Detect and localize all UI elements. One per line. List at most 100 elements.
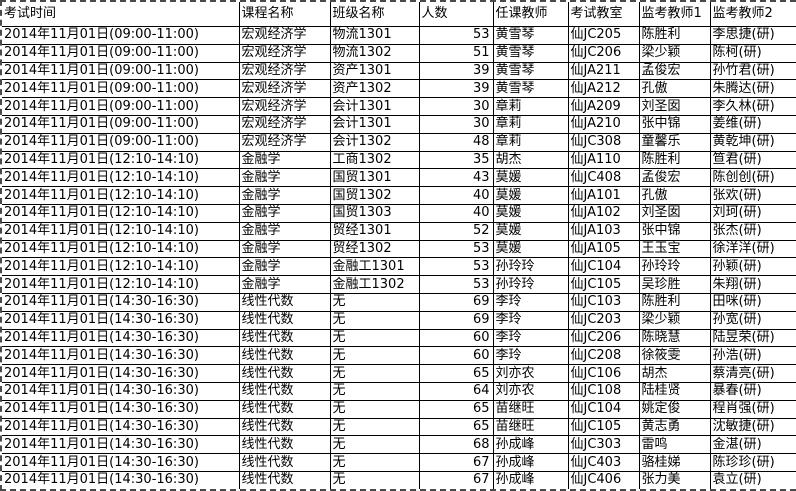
- cell-student-count[interactable]: 51: [418, 43, 494, 63]
- cell-course-teacher[interactable]: 章莉: [492, 97, 569, 116]
- cell-invigilator-1[interactable]: 陈胜利: [638, 150, 711, 170]
- cell-invigilator-2[interactable]: 袁立(研): [709, 470, 796, 489]
- cell-course-name[interactable]: 线性代数: [238, 346, 331, 366]
- cell-course-teacher[interactable]: 孙成峰: [492, 453, 569, 472]
- cell-student-count[interactable]: 53: [418, 275, 494, 294]
- cell-course-name[interactable]: 金融学: [238, 257, 331, 277]
- cell-invigilator-2[interactable]: 孙颖(研): [709, 257, 796, 277]
- cell-course-name[interactable]: 宏观经济学: [238, 26, 331, 45]
- cell-course-teacher[interactable]: 李玲: [492, 310, 569, 330]
- cell-invigilator-1[interactable]: 张力美: [638, 470, 711, 489]
- cell-student-count[interactable]: 39: [418, 79, 494, 99]
- cell-invigilator-1[interactable]: 孔傲: [638, 79, 711, 99]
- cell-invigilator-2[interactable]: 孙竹君(研): [709, 61, 796, 81]
- cell-invigilator-1[interactable]: 王玉宝: [638, 239, 711, 259]
- cell-invigilator-2[interactable]: 沈敏捷(研): [709, 417, 796, 437]
- cell-invigilator-1[interactable]: 孙玲玲: [638, 257, 711, 277]
- cell-invigilator-2[interactable]: 田咪(研): [709, 292, 796, 312]
- cell-student-count[interactable]: 68: [418, 435, 494, 455]
- cell-class-name[interactable]: 无: [329, 470, 420, 489]
- cell-exam-time[interactable]: 2014年11月01日(12:10-14:10): [2, 275, 240, 294]
- cell-invigilator-1[interactable]: 胡杰: [638, 364, 711, 383]
- cell-exam-room[interactable]: 仙JC303: [567, 435, 640, 455]
- cell-exam-room[interactable]: 仙JC106: [567, 364, 640, 383]
- cell-student-count[interactable]: 35: [418, 150, 494, 170]
- cell-invigilator-2[interactable]: 黄乾坤(研): [709, 132, 796, 152]
- cell-class-name[interactable]: 国贸1301: [329, 168, 420, 188]
- cell-invigilator-2[interactable]: 陆昱荣(研): [709, 328, 796, 348]
- cell-student-count[interactable]: 53: [418, 26, 494, 45]
- cell-exam-room[interactable]: 仙JC206: [567, 328, 640, 348]
- cell-student-count[interactable]: 43: [418, 168, 494, 188]
- cell-course-name[interactable]: 线性代数: [238, 435, 331, 455]
- cell-invigilator-1[interactable]: 骆桂娣: [638, 453, 711, 472]
- cell-invigilator-1[interactable]: 梁少颖: [638, 310, 711, 330]
- cell-student-count[interactable]: 30: [418, 97, 494, 116]
- cell-class-name[interactable]: 无: [329, 328, 420, 348]
- cell-student-count[interactable]: 67: [418, 470, 494, 489]
- cell-student-count[interactable]: 40: [418, 186, 494, 205]
- cell-invigilator-2[interactable]: 暴春(研): [709, 381, 796, 401]
- cell-exam-room[interactable]: 仙JC408: [567, 168, 640, 188]
- cell-invigilator-1[interactable]: 陈胜利: [638, 26, 711, 45]
- cell-class-name[interactable]: 会计1301: [329, 114, 420, 134]
- cell-invigilator-1[interactable]: 童馨乐: [638, 132, 711, 152]
- cell-course-teacher[interactable]: 孙玲玲: [492, 275, 569, 294]
- cell-course-name[interactable]: 金融学: [238, 168, 331, 188]
- cell-course-teacher[interactable]: 章莉: [492, 114, 569, 134]
- cell-invigilator-1[interactable]: 刘圣囡: [638, 203, 711, 223]
- cell-student-count[interactable]: 53: [418, 239, 494, 259]
- cell-exam-room[interactable]: 仙JA102: [567, 203, 640, 223]
- cell-invigilator-2[interactable]: 孙宽(研): [709, 310, 796, 330]
- cell-class-name[interactable]: 无: [329, 453, 420, 472]
- col-header-course-teacher[interactable]: 任课教师: [492, 2, 569, 27]
- cell-class-name[interactable]: 工商1302: [329, 150, 420, 170]
- col-header-course-name[interactable]: 课程名称: [238, 2, 331, 27]
- cell-exam-time[interactable]: 2014年11月01日(14:30-16:30): [2, 328, 240, 348]
- cell-student-count[interactable]: 69: [418, 310, 494, 330]
- cell-invigilator-2[interactable]: 程肖强(研): [709, 399, 796, 419]
- cell-exam-time[interactable]: 2014年11月01日(14:30-16:30): [2, 453, 240, 472]
- cell-course-teacher[interactable]: 莫媛: [492, 186, 569, 205]
- cell-invigilator-1[interactable]: 陈晓慧: [638, 328, 711, 348]
- cell-exam-time[interactable]: 2014年11月01日(14:30-16:30): [2, 470, 240, 489]
- cell-class-name[interactable]: 贸经1301: [329, 221, 420, 241]
- cell-course-name[interactable]: 金融学: [238, 186, 331, 205]
- cell-invigilator-2[interactable]: 朱翔(研): [709, 275, 796, 294]
- cell-exam-room[interactable]: 仙JC308: [567, 132, 640, 152]
- cell-exam-time[interactable]: 2014年11月01日(14:30-16:30): [2, 364, 240, 383]
- cell-invigilator-2[interactable]: 金湛(研): [709, 435, 796, 455]
- cell-student-count[interactable]: 65: [418, 399, 494, 419]
- cell-course-name[interactable]: 宏观经济学: [238, 43, 331, 63]
- cell-invigilator-1[interactable]: 张中锦: [638, 221, 711, 241]
- cell-course-teacher[interactable]: 莫媛: [492, 168, 569, 188]
- cell-exam-room[interactable]: 仙JC105: [567, 417, 640, 437]
- cell-invigilator-1[interactable]: 陆桂贤: [638, 381, 711, 401]
- cell-course-name[interactable]: 线性代数: [238, 453, 331, 472]
- cell-invigilator-2[interactable]: 姜维(研): [709, 114, 796, 134]
- cell-invigilator-1[interactable]: 雷鸣: [638, 435, 711, 455]
- cell-exam-room[interactable]: 仙JC104: [567, 399, 640, 419]
- cell-exam-room[interactable]: 仙JA103: [567, 221, 640, 241]
- cell-class-name[interactable]: 无: [329, 364, 420, 383]
- cell-course-teacher[interactable]: 李玲: [492, 328, 569, 348]
- cell-student-count[interactable]: 39: [418, 61, 494, 81]
- cell-class-name[interactable]: 国贸1302: [329, 186, 420, 205]
- cell-course-teacher[interactable]: 李玲: [492, 292, 569, 312]
- cell-course-teacher[interactable]: 孙成峰: [492, 435, 569, 455]
- cell-exam-room[interactable]: 仙JC206: [567, 43, 640, 63]
- cell-course-teacher[interactable]: 苗继旺: [492, 417, 569, 437]
- cell-class-name[interactable]: 无: [329, 435, 420, 455]
- cell-exam-room[interactable]: 仙JA212: [567, 79, 640, 99]
- cell-class-name[interactable]: 物流1302: [329, 43, 420, 63]
- cell-course-teacher[interactable]: 黄雪琴: [492, 79, 569, 99]
- cell-student-count[interactable]: 60: [418, 346, 494, 366]
- cell-course-name[interactable]: 线性代数: [238, 292, 331, 312]
- cell-invigilator-2[interactable]: 蔡清亮(研): [709, 364, 796, 383]
- cell-course-name[interactable]: 线性代数: [238, 364, 331, 383]
- cell-class-name[interactable]: 金融工1302: [329, 275, 420, 294]
- cell-course-name[interactable]: 金融学: [238, 203, 331, 223]
- cell-student-count[interactable]: 40: [418, 203, 494, 223]
- cell-exam-room[interactable]: 仙JC105: [567, 275, 640, 294]
- cell-student-count[interactable]: 67: [418, 453, 494, 472]
